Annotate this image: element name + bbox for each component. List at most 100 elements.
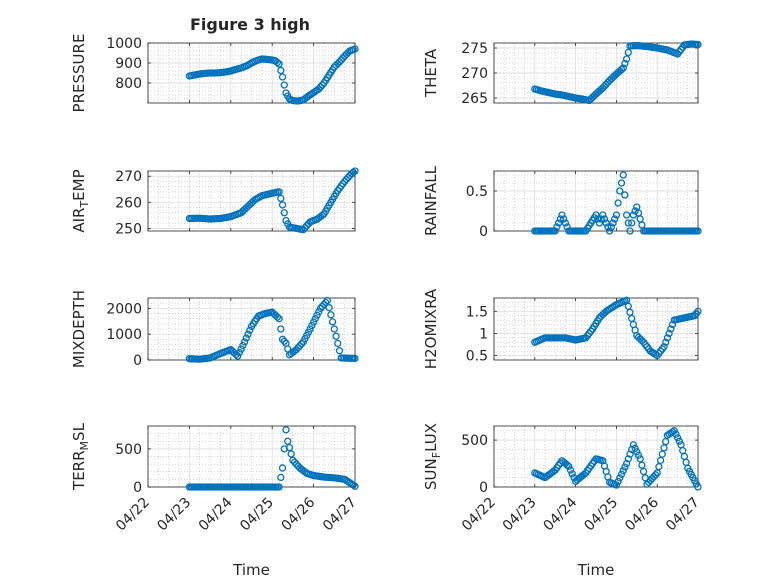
data-point <box>639 467 648 476</box>
data-point <box>638 461 646 469</box>
y-axis-label-text: H2OMIXRA <box>422 288 440 369</box>
y-axis-label-text: PRESSURE <box>70 34 88 113</box>
data-point <box>600 215 609 223</box>
data-point <box>239 341 247 350</box>
y-tick-label: 270 <box>461 66 488 82</box>
y-tick-label: 500 <box>115 442 142 458</box>
y-axis-label-text: SUN <box>422 458 440 490</box>
data-point <box>617 65 626 74</box>
panel-air: 250 260 270 AIRTEMP <box>70 167 359 237</box>
y-axis-label-text: AIR <box>70 208 88 233</box>
data-point <box>599 211 607 219</box>
minor-grid <box>148 170 355 231</box>
data-point <box>277 66 285 75</box>
y-tick-label: 275 <box>461 41 488 57</box>
axes-frame <box>493 170 699 232</box>
data-point <box>309 318 318 326</box>
data-point <box>280 81 288 89</box>
data-point <box>566 466 575 474</box>
data-point <box>330 325 338 333</box>
x-tick-label: 04/27 <box>663 495 703 535</box>
data-point <box>287 450 295 458</box>
y-tick-label: 900 <box>115 56 142 72</box>
axes-frame <box>493 425 699 488</box>
data-point <box>597 215 605 223</box>
data-point <box>349 168 357 176</box>
y-axis-label: H2OMIXRA <box>422 288 440 369</box>
data-point <box>560 215 568 223</box>
data-point <box>273 313 282 321</box>
y-axis-label-text: RAINFALL <box>422 165 440 236</box>
data-point <box>611 215 619 223</box>
panel-mixdepth: 0 1000 2000 MIXDEPTH <box>70 290 359 369</box>
data-point <box>313 311 321 319</box>
x-axis-label: Time <box>232 561 270 579</box>
data-point <box>617 179 626 187</box>
y-tick-label: 250 <box>115 221 142 237</box>
y-axis-label-subscript: M <box>78 441 91 451</box>
data-point <box>619 64 627 72</box>
data-point <box>275 315 283 323</box>
data-point <box>235 348 244 357</box>
data-point <box>315 308 323 316</box>
panel-sun: 04/22 04/23 04/24 04/25 04/26 04/27 0 500 SUNFLU… <box>422 423 703 579</box>
data-point <box>612 211 621 219</box>
y-tick-label: 0 <box>479 224 488 240</box>
y-axis-label-text: THETA <box>422 48 440 98</box>
data-point <box>617 470 626 478</box>
data-point <box>670 427 678 435</box>
x-tick-label: 04/24 <box>541 494 581 534</box>
y-axis-label: TERRMSL <box>70 422 91 491</box>
data-point <box>278 201 287 209</box>
data-point <box>246 326 254 334</box>
data-markers <box>531 296 702 360</box>
data-point <box>284 437 292 445</box>
data-point <box>629 441 638 449</box>
data-point <box>694 483 702 491</box>
y-tick-label: 800 <box>115 76 142 92</box>
data-point <box>311 315 319 323</box>
data-markers <box>531 40 702 105</box>
data-point <box>612 481 621 489</box>
data-markers <box>185 426 359 491</box>
data-point <box>351 354 359 363</box>
data-point <box>604 223 612 231</box>
y-axis-label: AIRTEMP <box>70 169 91 232</box>
data-point <box>334 339 342 348</box>
data-point <box>275 483 283 491</box>
data-point <box>622 55 631 63</box>
data-point <box>318 211 326 219</box>
y-tick-label: 260 <box>115 195 142 211</box>
data-point <box>656 456 665 465</box>
data-point <box>322 298 330 307</box>
data-point <box>308 321 316 330</box>
data-point <box>351 482 359 490</box>
data-point <box>672 430 680 438</box>
data-point <box>663 334 672 342</box>
minor-grid <box>148 42 355 104</box>
y-tick-label: 0 <box>133 353 142 369</box>
data-point <box>351 45 359 53</box>
y-tick-label: 2000 <box>106 301 142 317</box>
data-point <box>278 464 287 472</box>
x-tick-label: 04/23 <box>154 495 194 535</box>
data-point <box>628 219 636 227</box>
x-tick-label: 04/22 <box>459 495 499 535</box>
axes-frame <box>147 297 356 361</box>
data-point <box>275 188 283 196</box>
data-point <box>332 332 340 340</box>
data-point <box>619 171 627 179</box>
data-point <box>244 330 252 338</box>
data-point <box>624 455 632 463</box>
data-point <box>595 219 604 227</box>
x-axis-label: Time <box>577 561 615 579</box>
data-point <box>561 219 570 227</box>
data-point <box>655 463 663 471</box>
data-point <box>621 191 629 199</box>
data-point <box>633 448 641 456</box>
x-tick-label: 04/26 <box>279 494 319 534</box>
data-point <box>624 219 632 227</box>
minor-grid <box>148 425 355 488</box>
data-point <box>554 219 563 227</box>
y-axis-label: MIXDEPTH <box>70 290 88 368</box>
